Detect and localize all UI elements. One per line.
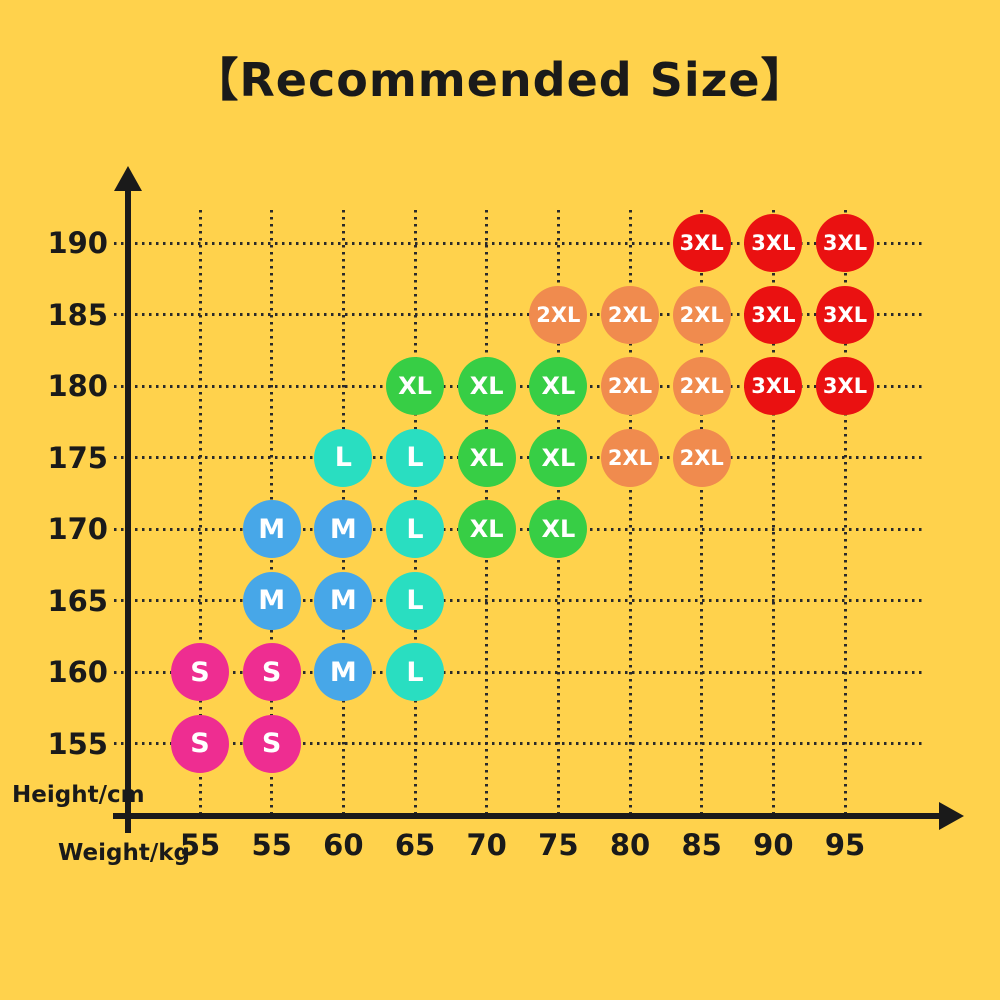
size-dot-3xl: 3XL xyxy=(744,214,803,272)
size-dot-s: S xyxy=(242,643,301,702)
size-dot-xl: XL xyxy=(529,500,588,559)
y-axis-arrowhead-icon xyxy=(114,166,142,191)
size-dot-l: L xyxy=(386,571,444,630)
size-dot-2xl: 2XL xyxy=(529,285,588,344)
size-dot-s: S xyxy=(171,643,229,702)
h-gridline xyxy=(114,599,925,603)
size-dot-s: S xyxy=(171,714,229,773)
v-gridline xyxy=(843,210,847,816)
v-gridline xyxy=(771,210,775,816)
x-axis-arrowhead-icon xyxy=(939,802,964,830)
x-tick-label: 60 xyxy=(323,828,364,862)
x-axis-line xyxy=(113,813,942,819)
x-tick-label: 75 xyxy=(538,828,579,862)
h-gridline xyxy=(114,241,925,245)
size-dot-3xl: 3XL xyxy=(816,214,875,272)
size-dot-3xl: 3XL xyxy=(744,357,803,416)
y-axis-line xyxy=(125,186,131,833)
h-gridline xyxy=(114,384,925,388)
size-dot-3xl: 3XL xyxy=(672,214,731,272)
size-dot-m: M xyxy=(242,571,301,630)
h-gridline xyxy=(114,742,925,746)
y-tick-label: 180 xyxy=(47,369,108,404)
x-tick-label: 80 xyxy=(609,828,651,862)
size-dot-xl: XL xyxy=(529,357,588,416)
size-dot-3xl: 3XL xyxy=(816,357,875,416)
size-dot-xl: XL xyxy=(457,357,516,416)
size-dot-s: S xyxy=(242,714,301,773)
x-tick-label: 55 xyxy=(179,828,221,862)
y-tick-label: 160 xyxy=(47,655,108,690)
size-dot-3xl: 3XL xyxy=(744,285,803,344)
x-axis-label: Weight/kg xyxy=(58,840,191,866)
y-tick-label: 190 xyxy=(47,226,108,260)
h-gridline xyxy=(114,527,925,531)
size-dot-l: L xyxy=(386,643,444,702)
size-dot-l: L xyxy=(386,500,444,559)
size-dot-3xl: 3XL xyxy=(816,285,875,344)
y-tick-label: 155 xyxy=(47,726,108,761)
size-dot-xl: XL xyxy=(457,428,516,487)
size-dot-m: M xyxy=(242,500,301,559)
size-dot-2xl: 2XL xyxy=(601,357,660,416)
size-dot-l: L xyxy=(386,428,444,487)
h-gridline xyxy=(114,313,925,317)
size-dot-xl: XL xyxy=(529,428,588,487)
size-dot-2xl: 2XL xyxy=(601,285,660,344)
size-dot-2xl: 2XL xyxy=(672,428,731,487)
y-tick-label: 175 xyxy=(47,440,108,475)
v-gridline xyxy=(628,210,632,816)
x-tick-label: 65 xyxy=(394,828,436,862)
v-gridline xyxy=(198,210,202,816)
size-dot-xl: XL xyxy=(386,357,444,416)
size-dot-l: L xyxy=(314,428,373,487)
y-tick-label: 185 xyxy=(47,297,108,332)
page-title: 【Recommended Size】 xyxy=(192,53,808,107)
y-tick-label: 170 xyxy=(47,512,108,547)
x-tick-label: 95 xyxy=(824,828,866,862)
size-dot-m: M xyxy=(314,643,373,702)
x-tick-label: 90 xyxy=(753,828,794,862)
size-dot-xl: XL xyxy=(457,500,516,559)
y-tick-label: 165 xyxy=(47,583,108,618)
x-tick-label: 55 xyxy=(251,828,292,862)
v-gridline xyxy=(700,210,704,816)
h-gridline xyxy=(114,670,925,674)
size-dot-2xl: 2XL xyxy=(601,428,660,487)
size-dot-m: M xyxy=(314,500,373,559)
h-gridline xyxy=(114,456,925,460)
x-tick-label: 85 xyxy=(681,828,722,862)
size-dot-2xl: 2XL xyxy=(672,357,731,416)
x-tick-label: 70 xyxy=(466,828,507,862)
size-dot-2xl: 2XL xyxy=(672,285,731,344)
y-axis-label: Height/cm xyxy=(12,782,145,808)
size-dot-m: M xyxy=(314,571,373,630)
